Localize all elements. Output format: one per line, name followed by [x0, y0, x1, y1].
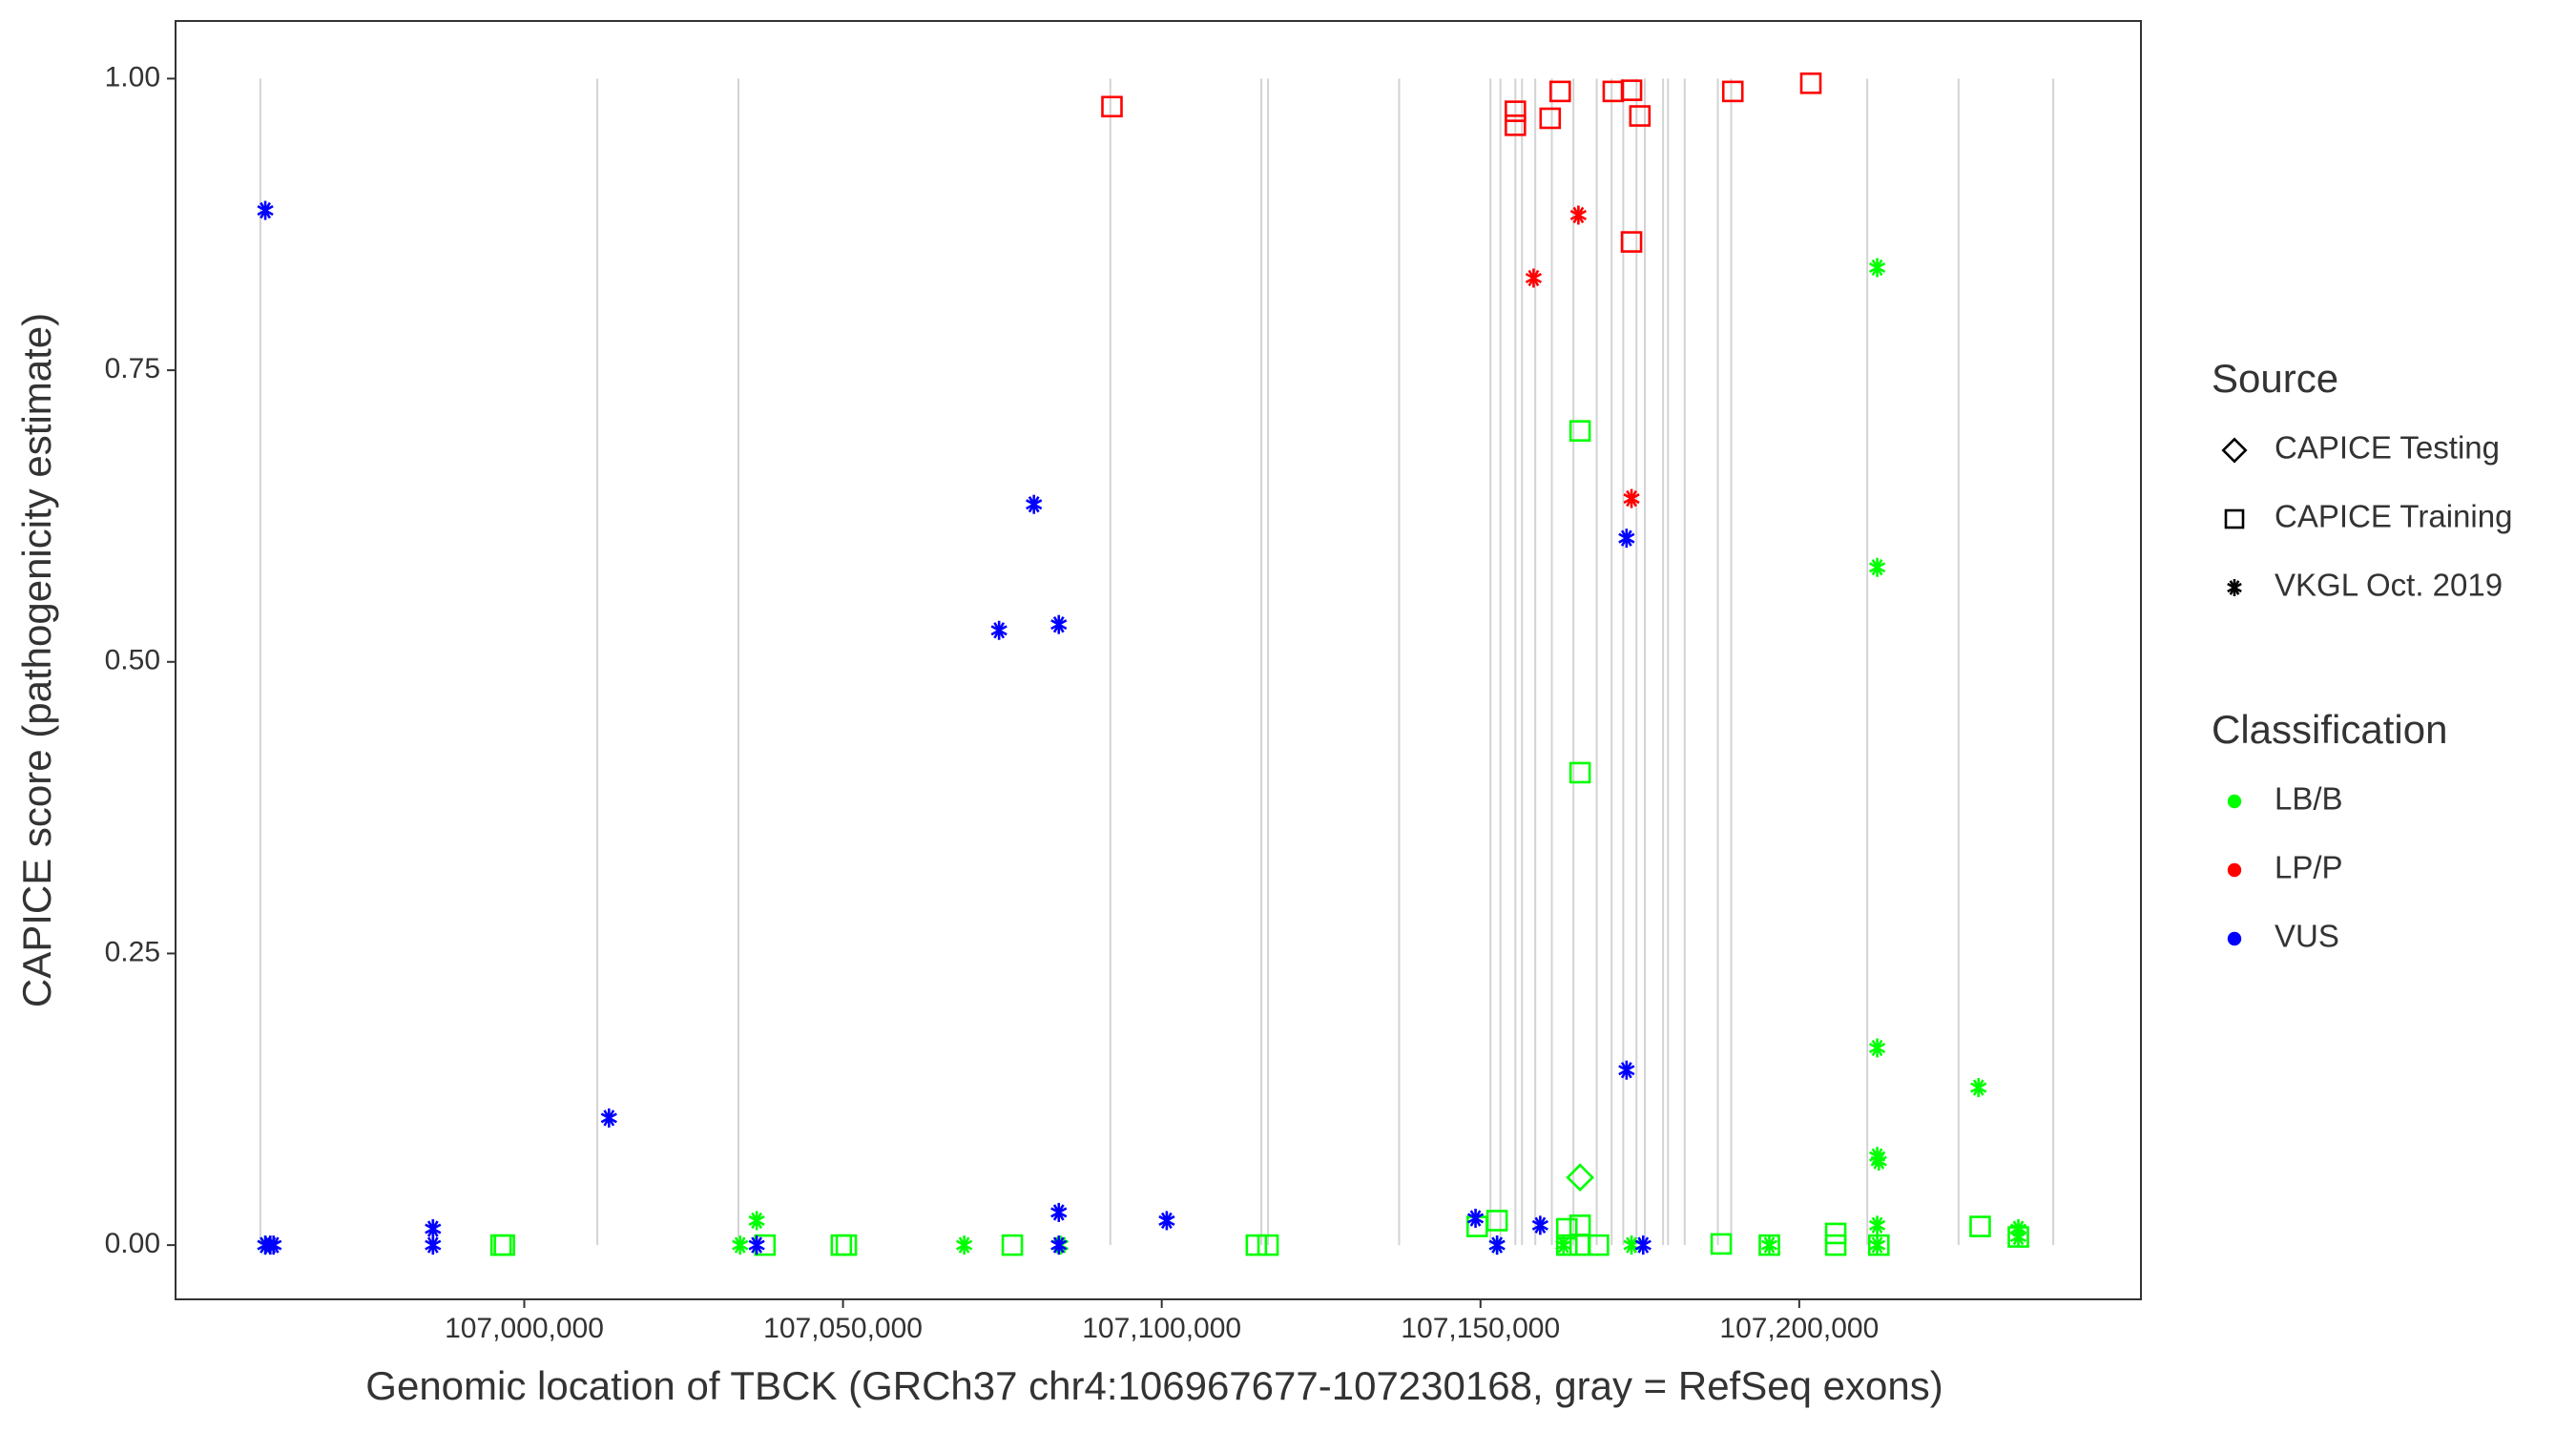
data-point [1531, 1215, 1549, 1235]
data-point [1245, 1234, 1268, 1256]
data-point [1466, 1209, 1485, 1229]
data-point [732, 1235, 749, 1255]
data-point [1050, 1202, 1068, 1222]
data-point [1868, 258, 1886, 278]
x-tick-label: 107,000,000 [445, 1313, 604, 1344]
data-point [1870, 1151, 1887, 1172]
legend-label: VUS [2275, 919, 2339, 954]
data-point [835, 1234, 858, 1256]
data-point [955, 1235, 973, 1255]
y-tick-label: 0.75 [105, 353, 160, 384]
legend-symbol [2227, 862, 2242, 878]
legend-symbol [2224, 508, 2245, 529]
data-point [1618, 529, 1635, 549]
data-point [1026, 494, 1043, 514]
data-point [1505, 114, 1527, 136]
data-point [1485, 1210, 1508, 1232]
x-tick-label: 107,150,000 [1401, 1313, 1560, 1344]
data-point [1158, 1211, 1175, 1231]
legend-symbol [2227, 931, 2242, 946]
x-tick-label: 107,050,000 [763, 1313, 923, 1344]
legend-title: Source [2212, 356, 2338, 401]
data-point [1799, 72, 1822, 94]
data-point [1620, 231, 1643, 253]
data-point [1618, 1060, 1635, 1080]
data-point [1868, 557, 1886, 577]
data-point [493, 1234, 515, 1256]
data-point [1634, 1235, 1652, 1255]
legend-symbol [2221, 437, 2248, 464]
data-point [1548, 80, 1571, 103]
data-point [1629, 105, 1652, 127]
data-point [1050, 1235, 1068, 1255]
data-point [1721, 80, 1744, 103]
data-point [1868, 1038, 1886, 1058]
data-point [257, 200, 274, 220]
data-point [1620, 79, 1643, 101]
x-axis-title: Genomic location of TBCK (GRCh37 chr4:10… [365, 1363, 1942, 1408]
data-point [1969, 1215, 1991, 1237]
data-point [265, 1235, 282, 1255]
data-point [1602, 80, 1625, 103]
data-point [1760, 1235, 1778, 1255]
legend-label: CAPICE Testing [2275, 430, 2500, 466]
y-tick-label: 0.25 [105, 936, 160, 967]
data-point [990, 620, 1008, 640]
data-point [1824, 1234, 1847, 1256]
data-point [425, 1219, 442, 1239]
data-point [2009, 1227, 2027, 1247]
y-axis-title: CAPICE score (pathogenicity estimate) [14, 313, 59, 1007]
data-point [748, 1235, 765, 1255]
data-point [1569, 205, 1588, 225]
data-point [1555, 1234, 1578, 1256]
data-point [1050, 614, 1068, 634]
data-point [600, 1108, 617, 1128]
y-tick-label: 0.50 [105, 645, 160, 676]
data-point [1539, 107, 1562, 130]
data-point [1868, 1234, 1890, 1256]
data-point [1001, 1234, 1024, 1256]
legend-symbol [2227, 579, 2242, 596]
data-point [1868, 1235, 1886, 1255]
data-point [425, 1235, 442, 1255]
data-point [1566, 1163, 1594, 1192]
data-point [830, 1234, 853, 1256]
legend-label: CAPICE Training [2275, 499, 2512, 534]
data-point [1101, 95, 1123, 118]
data-point [1970, 1078, 1987, 1098]
data-point [1525, 268, 1543, 288]
data-point [1505, 100, 1527, 122]
data-point [1568, 420, 1591, 442]
data-point [1623, 488, 1640, 508]
data-point [1824, 1222, 1847, 1245]
legend-label: LB/B [2275, 781, 2343, 817]
legend-label: VKGL Oct. 2019 [2275, 568, 2503, 603]
data-point [1488, 1235, 1506, 1255]
legend-symbol [2227, 794, 2242, 809]
data-point [1710, 1233, 1733, 1255]
y-tick-label: 0.00 [105, 1228, 160, 1259]
x-tick-label: 107,100,000 [1082, 1313, 1241, 1344]
data-point [1588, 1234, 1610, 1256]
y-tick-label: 1.00 [105, 61, 160, 93]
legend-label: LP/P [2275, 850, 2343, 885]
data-point [1568, 761, 1591, 784]
data-point [1257, 1234, 1279, 1256]
data-point [748, 1211, 765, 1231]
data-point [1868, 1215, 1886, 1235]
legend-title: Classification [2212, 707, 2447, 752]
x-tick-label: 107,200,000 [1719, 1313, 1879, 1344]
plot-border [175, 20, 2142, 1300]
data-point [1555, 1235, 1572, 1255]
